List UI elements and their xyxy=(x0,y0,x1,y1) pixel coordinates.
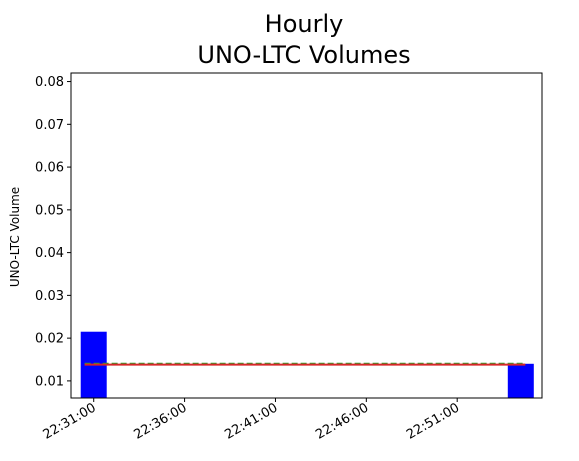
y-tick-label-2: 0.03 xyxy=(35,289,64,304)
x-ticks-group: 22:31:00 22:36:00 22:41:00 22:46:00 22:51:00 xyxy=(41,398,462,443)
y-tick-label-5: 0.06 xyxy=(35,161,64,176)
chart-title-line2: UNO-LTC Volumes xyxy=(197,41,410,69)
y-tick-label-7: 0.08 xyxy=(35,75,64,90)
bar-1 xyxy=(507,363,534,398)
x-tick-label-3: 22:46:00 xyxy=(313,400,371,442)
chart-title-line1: Hourly xyxy=(265,10,344,38)
y-tick-label-4: 0.05 xyxy=(35,203,64,218)
y-tick-label-0: 0.01 xyxy=(35,374,64,389)
y-ticks-group: 0.01 0.02 0.03 0.04 0.05 0.06 0.07 0.08 xyxy=(35,75,71,389)
y-tick-label-3: 0.04 xyxy=(35,246,64,261)
x-tick-label-1: 22:36:00 xyxy=(132,400,190,442)
y-tick-label-6: 0.07 xyxy=(35,118,64,133)
y-tick-label-1: 0.02 xyxy=(35,332,64,347)
plot-frame xyxy=(70,72,543,399)
x-tick-label-0: 22:31:00 xyxy=(41,400,99,442)
y-axis-label: UNO-LTC Volume xyxy=(8,187,22,287)
x-tick-label-4: 22:51:00 xyxy=(404,400,462,442)
lines-group xyxy=(84,362,526,366)
x-tick-label-2: 22:41:00 xyxy=(222,400,280,442)
